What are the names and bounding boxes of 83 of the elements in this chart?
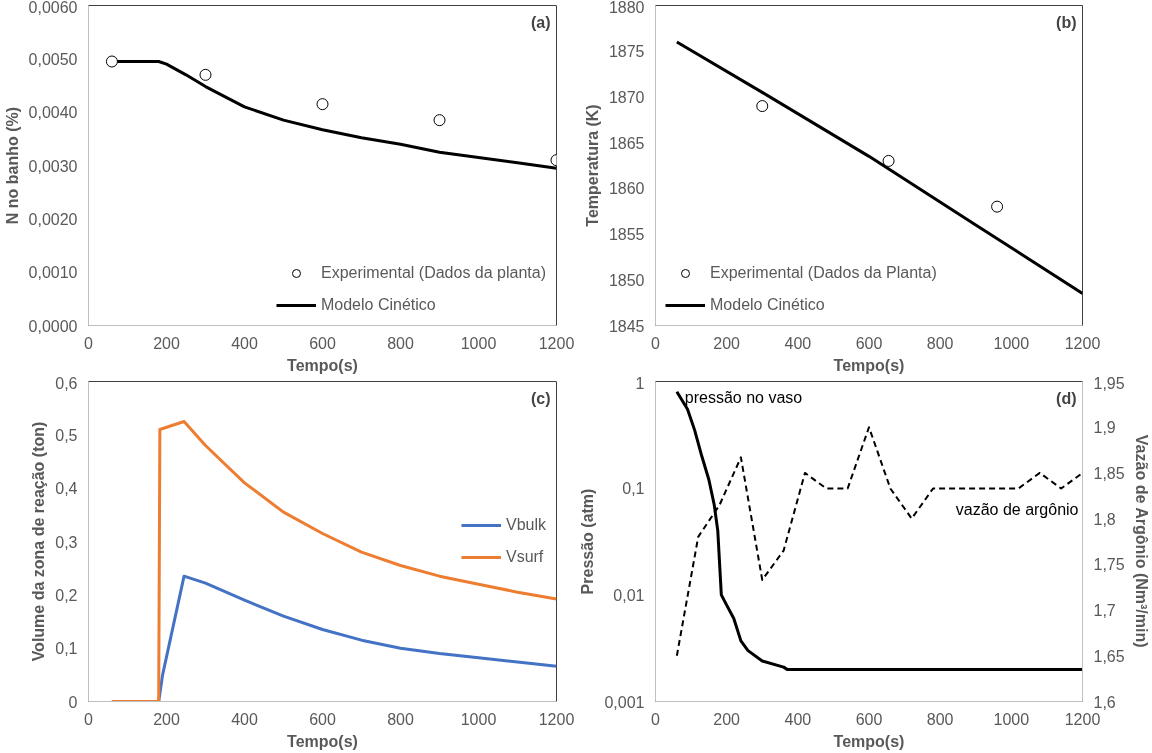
y-tick-label: 0,001 (604, 693, 645, 711)
x-tick-label: 0 (84, 334, 94, 352)
y-tick-label: 0,4 (55, 480, 78, 498)
y-tick-label: 1865 (608, 134, 645, 152)
y-tick-label: 0,0060 (28, 0, 78, 16)
y2-tick-label: 1,9 (1093, 419, 1116, 437)
x-tick-label: 200 (153, 710, 180, 728)
annotation: (d) (1056, 389, 1077, 407)
y2-tick-label: 1,7 (1093, 602, 1116, 620)
x-tick-label: 0 (651, 710, 661, 728)
x-tick-label: 600 (309, 710, 336, 728)
series-label: pressão no vaso (684, 388, 803, 406)
y-tick-label: 1845 (608, 317, 645, 335)
y-tick-label: 0,0040 (28, 104, 78, 122)
y-tick-label: 0,6 (55, 374, 78, 392)
annotation: (b) (1056, 13, 1077, 31)
x-tick-label: 1000 (993, 334, 1030, 352)
x-tick-label: 200 (153, 334, 180, 352)
x-tick-label: 400 (231, 710, 258, 728)
x-tick-label: 1200 (1064, 710, 1101, 728)
x-axis-title: Tempo(s) (287, 356, 358, 374)
y2-tick-label: 1,8 (1093, 510, 1116, 528)
x-tick-label: 1000 (460, 710, 497, 728)
y2-tick-label: 1,85 (1093, 464, 1125, 482)
y-tick-label: 1850 (608, 271, 645, 289)
y2-tick-label: 1,95 (1093, 374, 1125, 392)
x-tick-label: 800 (926, 710, 954, 728)
y-tick-label: 0,5 (55, 426, 78, 444)
y-tick-label: 0,0010 (28, 264, 78, 282)
x-tick-label: 800 (926, 334, 954, 352)
x-tick-label: 1200 (1064, 334, 1101, 352)
y-tick-label: 0,1 (55, 640, 78, 658)
x-tick-label: 600 (309, 334, 336, 352)
x-tick-label: 1200 (538, 334, 575, 352)
x-axis-title: Tempo(s) (287, 732, 358, 750)
legend-label: Modelo Cinético (710, 296, 825, 314)
x-tick-label: 1200 (538, 710, 575, 728)
legend-label: Experimental (Dados da Planta) (710, 264, 937, 282)
x-tick-label: 800 (387, 334, 414, 352)
y-axis-title: Temperatura (K) (583, 104, 601, 227)
x-axis-title: Tempo(s) (833, 732, 905, 750)
x-tick-label: 800 (387, 710, 414, 728)
legend-label: Vsurf (505, 548, 544, 566)
y-tick-label: 0,0050 (28, 50, 78, 68)
y-tick-label: 0,01 (613, 586, 645, 604)
y-tick-label: 0,1 (622, 480, 645, 498)
y-tick-label: 1875 (608, 43, 645, 61)
y-axis-title: N no banho (%) (3, 106, 21, 225)
y-tick-label: 0,0020 (28, 210, 78, 228)
x-tick-label: 1000 (993, 710, 1030, 728)
x-tick-label: 200 (713, 334, 741, 352)
x-tick-label: 0 (84, 710, 94, 728)
y-tick-label: 1 (635, 374, 645, 392)
y-tick-label: 0 (68, 693, 78, 711)
x-tick-label: 400 (231, 334, 258, 352)
legend-label: Experimental (Dados da planta) (320, 264, 546, 282)
y2-tick-label: 1,75 (1093, 556, 1125, 574)
annotation: (c) (530, 389, 551, 407)
legend-label: Modelo Cinético (320, 296, 436, 314)
series-label: vazão de argônio (955, 500, 1079, 518)
annotation: (a) (530, 13, 551, 31)
x-tick-label: 400 (784, 710, 812, 728)
y-tick-label: 0,3 (55, 533, 78, 551)
y-tick-label: 0,0000 (28, 317, 78, 335)
x-tick-label: 600 (855, 710, 883, 728)
x-axis-title: Tempo(s) (833, 356, 905, 374)
legend-label: Vbulk (505, 516, 546, 534)
y-axis-title: Pressão (atm) (579, 488, 597, 595)
x-tick-label: 0 (651, 334, 661, 352)
x-tick-label: 200 (713, 710, 741, 728)
y-tick-label: 1860 (608, 180, 645, 198)
y2-tick-label: 1,6 (1093, 693, 1116, 711)
y-axis-title: Volume da zona de reação (ton) (30, 421, 48, 662)
y2-tick-label: 1,65 (1093, 647, 1125, 665)
y-tick-label: 1855 (608, 226, 645, 244)
y-tick-label: 1880 (608, 0, 645, 16)
y-tick-label: 0,2 (55, 586, 78, 604)
y-tick-label: 0,0030 (28, 157, 78, 175)
x-tick-label: 600 (855, 334, 883, 352)
x-tick-label: 1000 (460, 334, 497, 352)
y-tick-label: 1870 (608, 88, 645, 106)
x-tick-label: 400 (784, 334, 812, 352)
y2-axis-title: Vazão de Argônio (Nm³/min) (1132, 434, 1150, 648)
